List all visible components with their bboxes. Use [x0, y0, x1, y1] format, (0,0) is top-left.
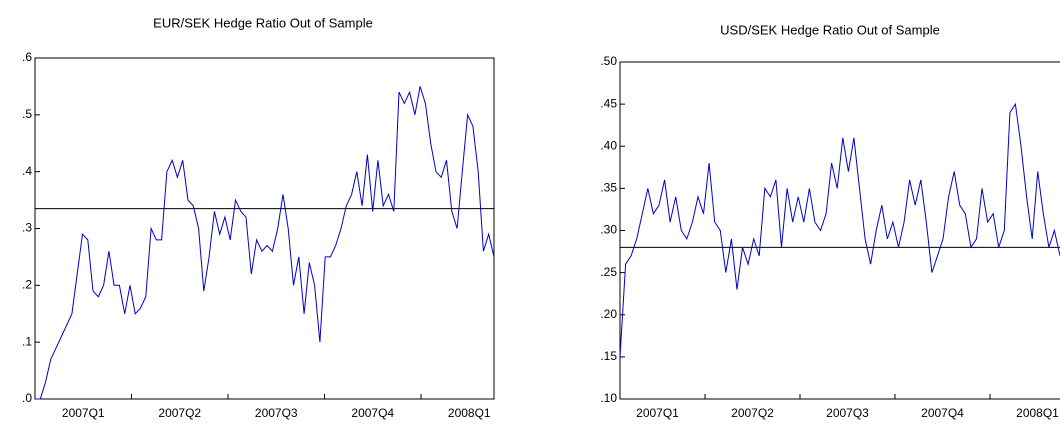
y-tick-label: .20: [600, 307, 617, 321]
x-tick-label: 2007Q4: [351, 406, 394, 420]
chart-title: USD/SEK Hedge Ratio Out of Sample: [720, 22, 940, 37]
y-tick-label: .10: [600, 391, 617, 405]
series-line: [619, 102, 1060, 357]
y-tick-label: .45: [600, 96, 617, 110]
x-tick-label: 2007Q4: [921, 406, 964, 420]
x-tick-label: 2007Q1: [62, 406, 105, 420]
chart-title: EUR/SEK Hedge Ratio Out of Sample: [153, 15, 373, 30]
x-tick-label: 2007Q1: [636, 406, 679, 420]
x-tick-label: 2008Q1: [448, 406, 491, 420]
y-tick-label: .40: [600, 138, 617, 152]
y-tick-label: .3: [22, 221, 32, 235]
y-tick-label: .6: [22, 50, 32, 64]
series-line: [35, 86, 495, 400]
y-tick-label: .1: [22, 334, 32, 348]
y-tick-label: .25: [600, 265, 617, 279]
x-tick-label: 2007Q3: [826, 406, 869, 420]
plot-frame: [619, 61, 1060, 400]
y-tick-label: .5: [22, 107, 32, 121]
x-tick-label: 2008Q1: [1016, 406, 1059, 420]
y-tick-label: .50: [600, 54, 617, 68]
y-tick-label: .30: [600, 223, 617, 237]
x-tick-label: 2007Q2: [158, 406, 201, 420]
y-tick-label: .35: [600, 181, 617, 195]
plot-frame: [34, 57, 495, 400]
y-tick-label: .15: [600, 349, 617, 363]
y-tick-label: .2: [22, 278, 32, 292]
x-tick-label: 2007Q3: [255, 406, 298, 420]
y-tick-label: .4: [22, 164, 32, 178]
y-tick-label: .0: [22, 391, 32, 405]
x-tick-label: 2007Q2: [731, 406, 774, 420]
